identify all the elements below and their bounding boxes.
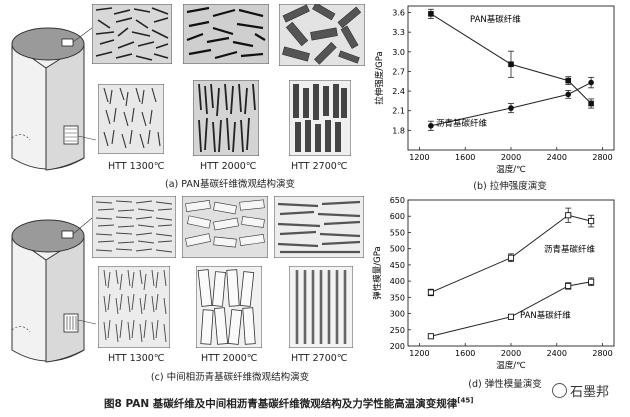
connector-lines-c	[72, 217, 97, 325]
chart-b-series-label-0: PAN基碳纤维	[470, 14, 521, 25]
pan-surface-2000	[183, 4, 269, 64]
caption-c: (c) 中间相沥青基碳纤维微观结构演变	[150, 372, 310, 383]
chart-d-data-point	[507, 254, 515, 261]
htt-label-a-2700: HTT 2700℃	[291, 161, 348, 172]
chart-b-x-tick-label: 1600	[455, 153, 475, 162]
chart-d-y-tick-label: 550	[390, 228, 405, 237]
elastic-modulus-chart: 1200 1600 2000 2400 2800 200 250 300 350 400 450 50…	[372, 196, 615, 371]
chart-b-y-tick-label: 2.4	[392, 87, 405, 96]
pan-surface-2700	[279, 4, 365, 66]
pan-core-2700	[289, 80, 351, 156]
chart-b-x-tick-label: 1200	[409, 153, 429, 162]
chart-b-x-axis-label: 温度/℃	[496, 164, 526, 175]
chart-d-data-point	[565, 282, 572, 290]
chart-d-y-tick-label: 450	[390, 261, 405, 270]
chart-d-y-tick-label: 650	[390, 196, 405, 205]
chart-d-y-tick-label: 200	[390, 342, 405, 351]
chart-b-data-point	[588, 100, 594, 107]
pan-core-2000	[193, 80, 259, 156]
chart-d-x-tick-label: 1600	[455, 349, 475, 358]
watermark-icon	[552, 383, 567, 398]
pan-fiber-cylinder	[11, 27, 85, 171]
chart-b-series-line-0	[430, 13, 592, 104]
chart-d-series-line-0	[430, 214, 592, 293]
caption-b: (b) 拉伸强度演变	[473, 181, 547, 192]
htt-label-c-1300: HTT 1300℃	[108, 353, 165, 364]
chart-d-y-tick-label: 500	[390, 245, 405, 254]
chart-d-data-point	[427, 289, 434, 296]
chart-b-y-tick-label: 2.1	[392, 107, 405, 116]
chart-b-x-tick-label: 2400	[547, 153, 567, 162]
chart-d-x-tick-label: 2800	[592, 349, 612, 358]
chart-d-data-point	[588, 278, 595, 285]
chart-b-data-point	[508, 61, 514, 68]
figure-caption: 图8 PAN 基碳纤维及中间相沥青基碳纤维微观结构及力学性能高温演变规律[45]	[104, 396, 473, 411]
pitch-surface-1300	[92, 196, 176, 258]
chart-d-x-tick-label: 1200	[409, 349, 429, 358]
pitch-surface-2700	[274, 196, 364, 258]
chart-d-y-tick-label: 250	[390, 326, 405, 335]
chart-b-data-point	[428, 11, 434, 17]
chart-d-x-tick-label: 2000	[501, 349, 521, 358]
chart-d-series-label-0: 沥青基碳纤维	[544, 244, 596, 255]
chart-d-plot-frame	[407, 199, 615, 347]
pan-core-1300	[98, 84, 164, 154]
chart-b-y-tick-label: 3.0	[392, 48, 405, 57]
chart-b-y-tick-label: 3.6	[392, 9, 405, 18]
chart-b-x-tick-label: 2000	[501, 153, 521, 162]
htt-label-c-2700: HTT 2700℃	[291, 353, 348, 364]
chart-b-y-axis-label: 拉伸强度/GPa	[374, 51, 385, 104]
htt-label-a-1300: HTT 1300℃	[108, 161, 165, 172]
chart-d-data-point	[427, 333, 434, 340]
chart-b-data-point	[428, 122, 434, 129]
chart-b-y-tick-label: 1.8	[392, 126, 405, 135]
chart-d-data-point	[588, 218, 595, 225]
pitch-core-2700	[289, 266, 353, 348]
htt-label-c-2000: HTT 2000℃	[201, 353, 258, 364]
chart-b-data-point	[588, 79, 594, 86]
watermark-text: 石墨邦	[570, 385, 610, 400]
tensile-strength-chart: 1200 1600 2000 2400 2800 1.8 2.1 2.4 2.7 3.0 3.3 3.…	[374, 5, 615, 175]
pitch-core-2000	[196, 266, 262, 348]
chart-d-data-point	[507, 313, 515, 320]
chart-b-data-point	[565, 77, 572, 84]
chart-b-data-point	[508, 105, 514, 111]
caption-a: (a) PAN基碳纤维微观结构演变	[165, 179, 295, 190]
htt-label-a-2000: HTT 2000℃	[200, 161, 257, 172]
chart-d-y-tick-label: 600	[390, 212, 405, 221]
chart-b-series-label-1: 沥青基碳纤维	[436, 118, 488, 129]
pitch-surface-2000	[182, 196, 268, 258]
caption-d: (d) 弹性模量演变	[468, 379, 542, 390]
pan-surface-1300	[92, 4, 172, 64]
chart-d-y-tick-label: 400	[390, 277, 405, 286]
chart-d-series-line-1	[430, 281, 592, 337]
chart-d-series-label-1: PAN基碳纤维	[520, 310, 571, 321]
chart-b-series-line-1	[430, 82, 592, 127]
pitch-fiber-cylinder	[11, 219, 85, 363]
pitch-core-1300	[98, 266, 170, 348]
chart-b-x-tick-label: 2800	[592, 153, 612, 162]
chart-b-y-tick-label: 2.7	[392, 67, 405, 76]
chart-d-y-tick-label: 350	[390, 293, 405, 302]
chart-d-y-tick-label: 300	[390, 310, 405, 319]
chart-d-x-tick-label: 2400	[547, 349, 567, 358]
chart-b-data-point	[565, 91, 572, 98]
chart-b-y-tick-label: 3.3	[392, 28, 405, 37]
watermark: 石墨邦	[552, 381, 609, 400]
chart-d-x-axis-label: 温度/℃	[496, 360, 526, 371]
connector-lines-a	[72, 27, 97, 141]
figure-ref: [45]	[457, 396, 474, 405]
figure-caption-text: 图8 PAN 基碳纤维及中间相沥青基碳纤维微观结构及力学性能高温演变规律	[104, 398, 458, 410]
chart-d-data-point	[565, 212, 572, 219]
chart-d-y-axis-label: 弹性模量/GPa	[372, 246, 383, 299]
